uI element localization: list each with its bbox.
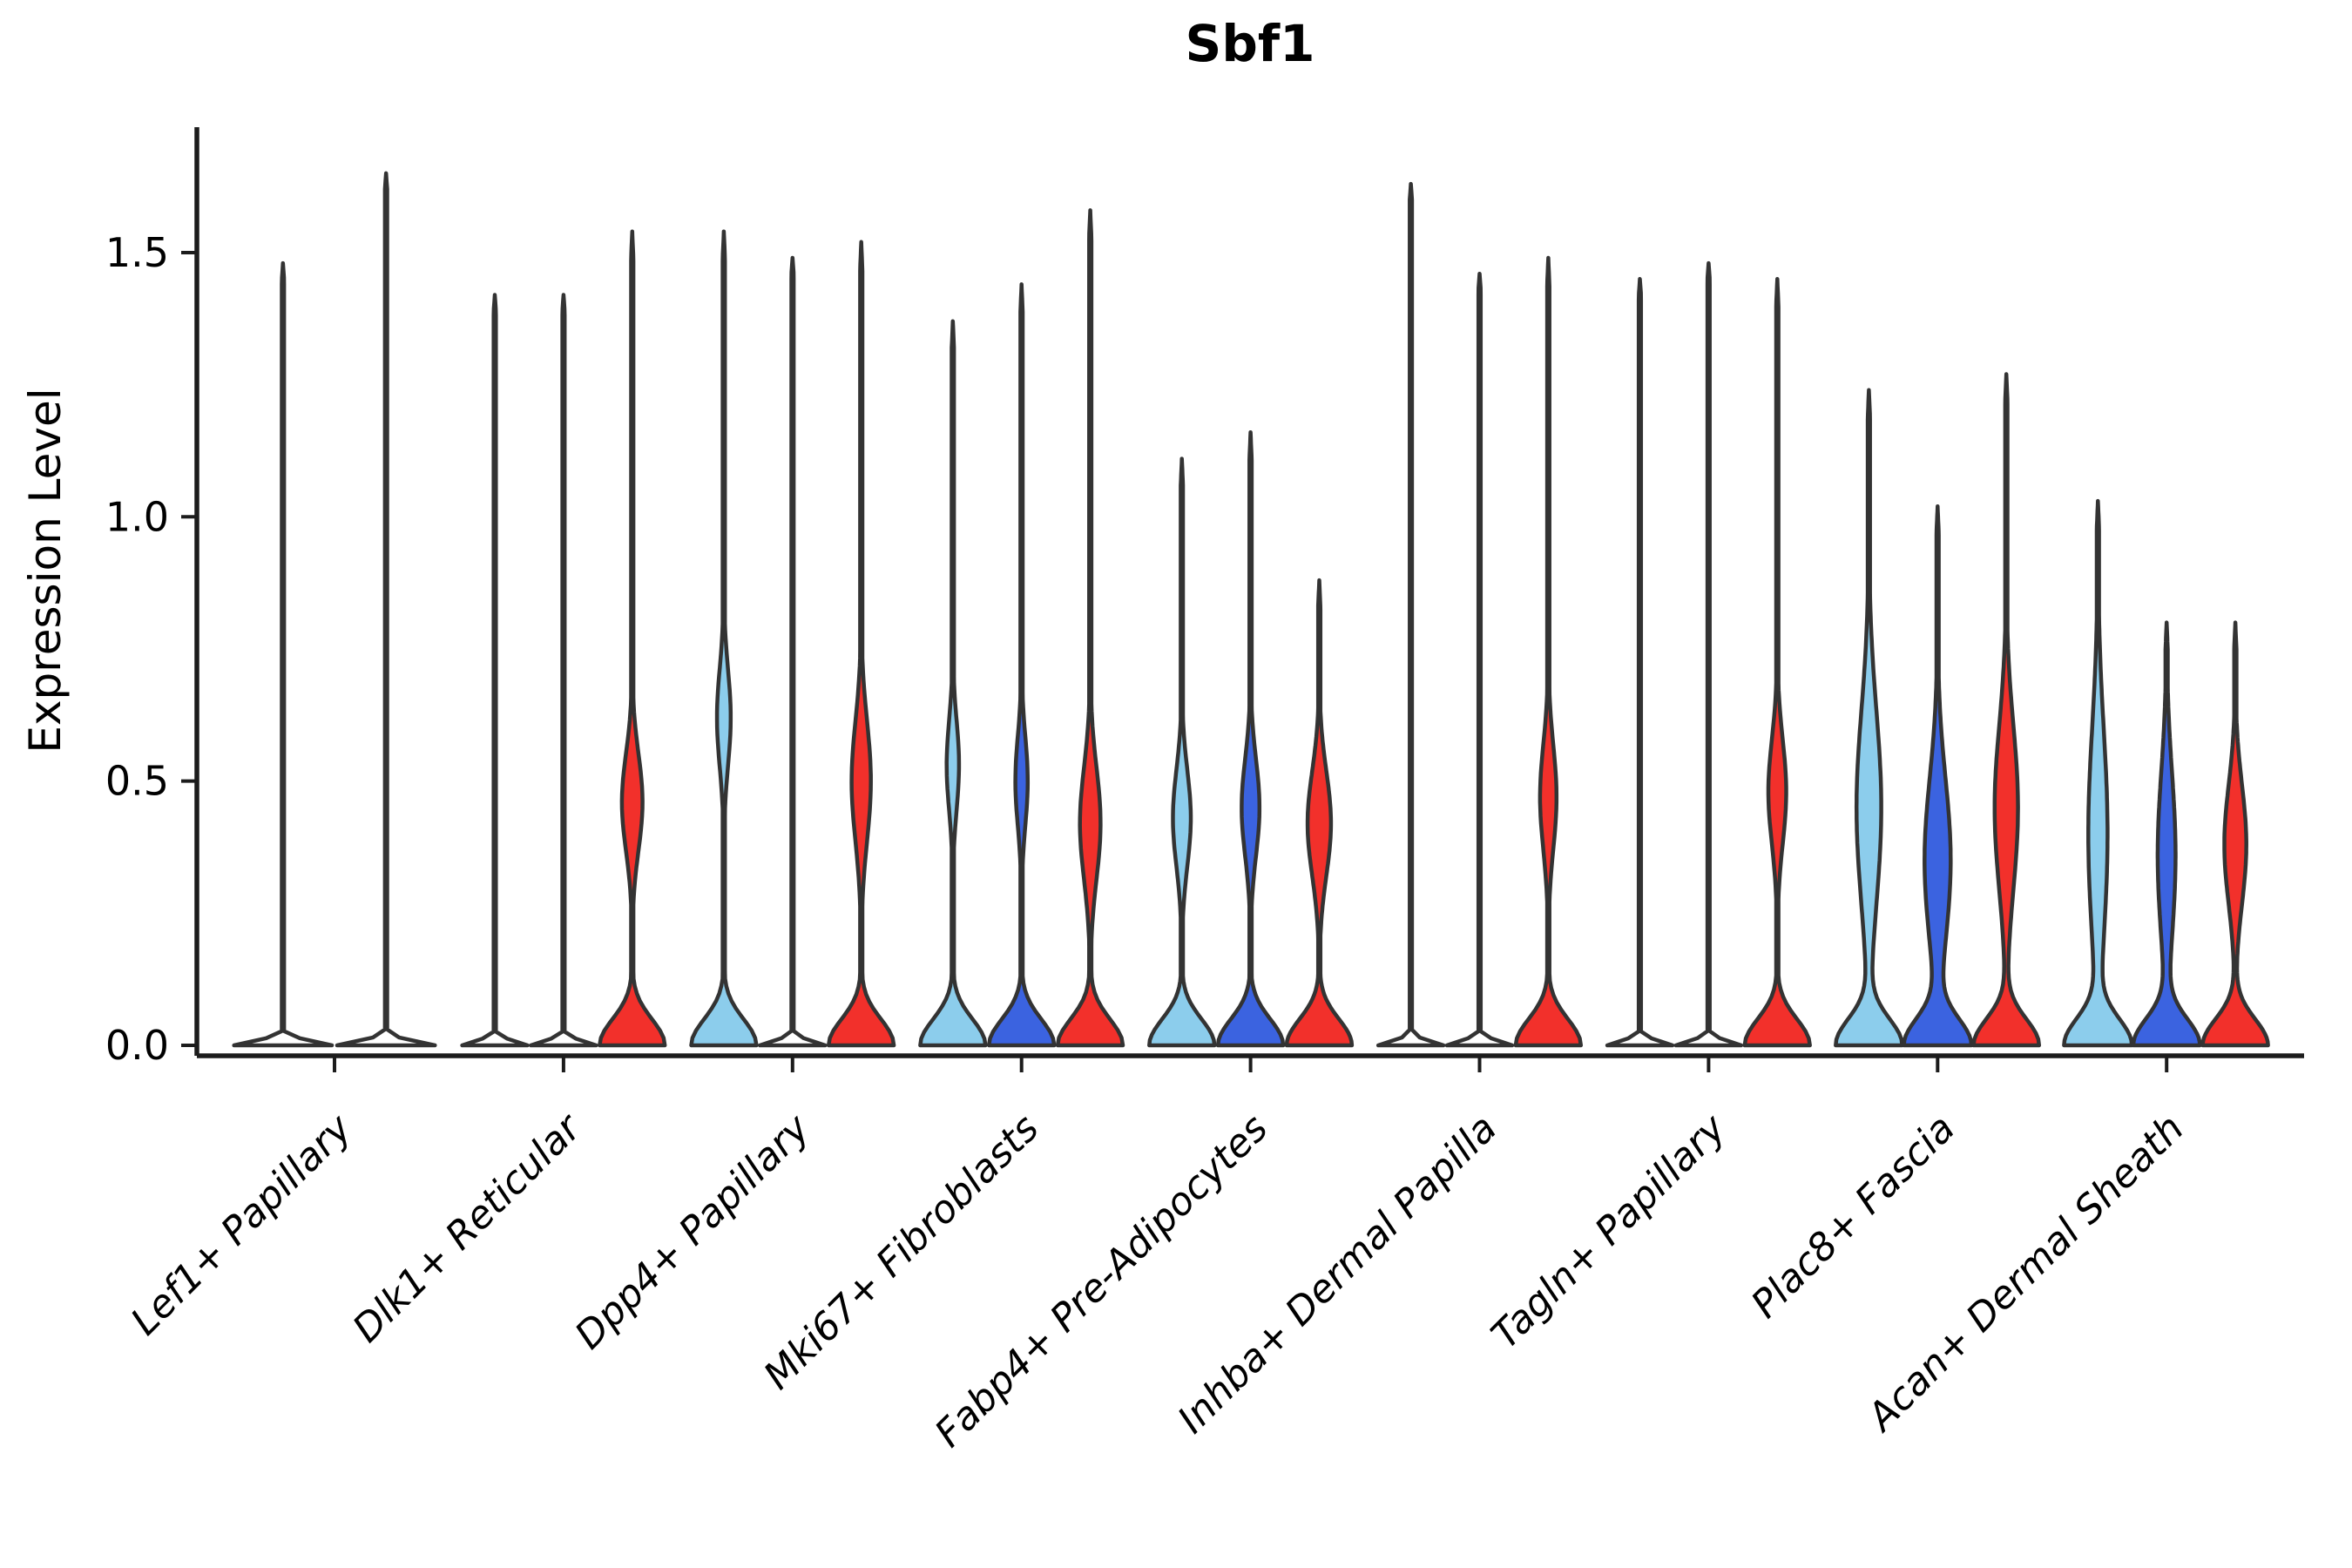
violin-0-slot1 xyxy=(335,171,437,1048)
violin-2-red xyxy=(826,240,896,1048)
violin-2-light_blue xyxy=(689,229,759,1048)
violin-7-dark_blue xyxy=(1902,504,1974,1048)
violin-7-light_blue xyxy=(1834,388,1904,1048)
violin-4-light_blue xyxy=(1147,456,1217,1048)
violin-8-dark_blue xyxy=(2131,620,2202,1048)
violin-6-red xyxy=(1742,277,1812,1048)
chart-title: Sbf1 xyxy=(1185,14,1315,73)
violin-2-dark_blue xyxy=(758,255,828,1048)
violin-5-light_blue xyxy=(1375,181,1446,1048)
violin-3-red xyxy=(1055,208,1125,1048)
x-axis-tick-label: Lef1+ Papillary xyxy=(123,1105,362,1344)
y-axis-tick-label: 1.5 xyxy=(105,229,169,276)
violin-5-red xyxy=(1513,255,1584,1048)
y-axis-tick-label: 0.0 xyxy=(105,1022,169,1069)
y-axis-tick-label: 0.5 xyxy=(105,758,169,805)
x-axis-tick-label: Dpp4+ Papillary xyxy=(567,1105,820,1358)
violin-1-red xyxy=(598,229,667,1048)
y-axis-tick-label: 1.0 xyxy=(105,493,169,540)
violin-3-dark_blue xyxy=(986,282,1057,1048)
violin-6-light_blue xyxy=(1605,277,1675,1048)
violin-8-light_blue xyxy=(2062,498,2134,1048)
violin-8-red xyxy=(2200,620,2270,1048)
violin-6-dark_blue xyxy=(1673,260,1744,1048)
violin-4-red xyxy=(1284,578,1355,1048)
violin-1-light_blue xyxy=(460,293,530,1048)
violin-1-dark_blue xyxy=(529,293,598,1048)
violin-3-light_blue xyxy=(918,319,988,1048)
violin-4-dark_blue xyxy=(1215,429,1286,1048)
x-axis-tick-label: Dlk1+ Reticular xyxy=(344,1105,591,1351)
violin-0-slot0 xyxy=(232,260,335,1048)
violin-5-dark_blue xyxy=(1444,271,1515,1048)
x-axis-tick-label: Plac8+ Fascia xyxy=(1743,1106,1963,1327)
violin-7-red xyxy=(1971,372,2042,1048)
x-axis-tick-label: Tagln+ Papillary xyxy=(1483,1105,1734,1357)
